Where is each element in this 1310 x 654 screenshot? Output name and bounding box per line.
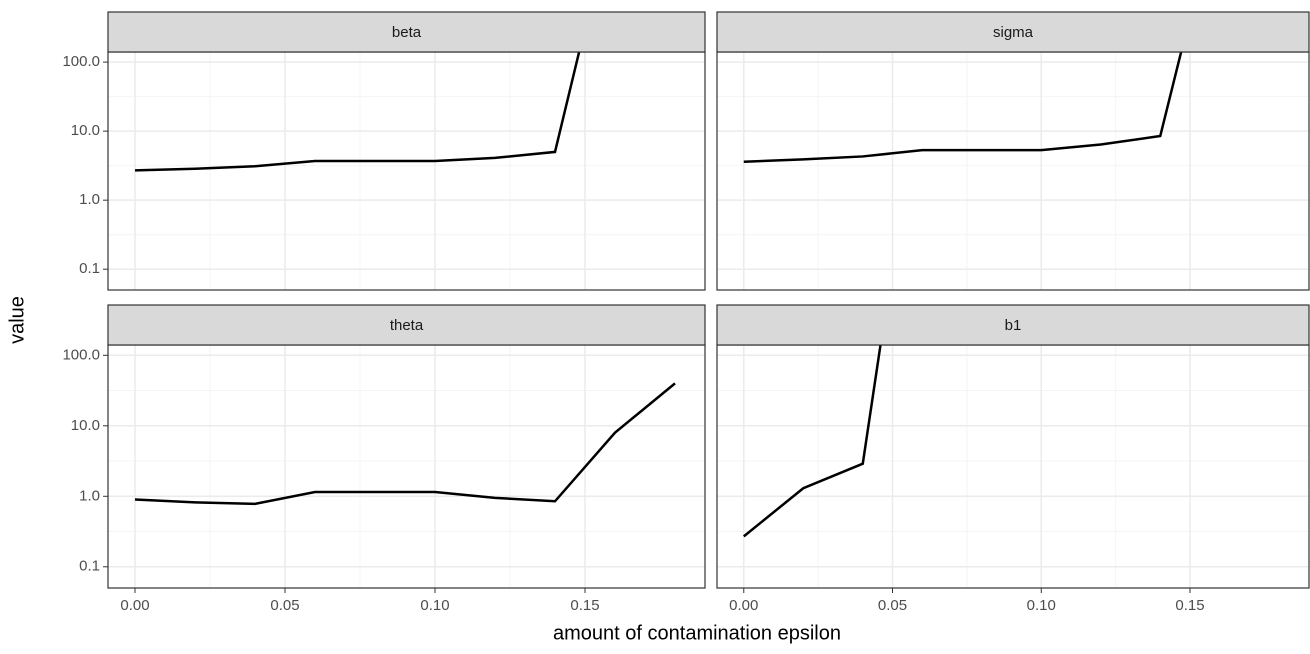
strip	[716, 11, 1310, 53]
strip-title: beta	[392, 24, 422, 41]
line	[134, 52, 581, 172]
x-tick-label: 0.05	[878, 597, 907, 614]
strip	[716, 304, 1310, 346]
panel-background	[108, 345, 705, 588]
x-axis-label: amount of contamination epsilon	[553, 622, 841, 644]
strip	[107, 11, 706, 53]
x-tick-label: 0.10	[1027, 597, 1056, 614]
panel-background	[717, 345, 1309, 588]
panel-background	[108, 52, 705, 290]
line	[742, 345, 882, 538]
y-tick-label: 10.0	[71, 417, 100, 434]
y-tick-label: 100.0	[62, 346, 100, 363]
x-tick-label: 0.10	[420, 597, 449, 614]
y-tick-label: 1.0	[79, 191, 100, 208]
x-tick-label: 0.00	[729, 597, 758, 614]
panel-background	[717, 52, 1309, 290]
y-axis-label: value	[6, 296, 28, 344]
line	[134, 382, 676, 506]
y-tick-label: 10.0	[71, 122, 100, 139]
strip-title: theta	[390, 317, 424, 334]
x-tick-label: 0.00	[120, 597, 149, 614]
strip-title: sigma	[993, 24, 1034, 41]
y-tick-label: 100.0	[62, 53, 100, 70]
x-tick-label: 0.05	[270, 597, 299, 614]
y-tick-label: 0.1	[79, 260, 100, 277]
x-tick-label: 0.15	[570, 597, 599, 614]
y-tick-label: 0.1	[79, 558, 100, 575]
strip	[107, 304, 706, 346]
x-tick-label: 0.15	[1175, 597, 1204, 614]
y-tick-label: 1.0	[79, 487, 100, 504]
line	[743, 52, 1183, 164]
strip-title: b1	[1005, 317, 1022, 334]
